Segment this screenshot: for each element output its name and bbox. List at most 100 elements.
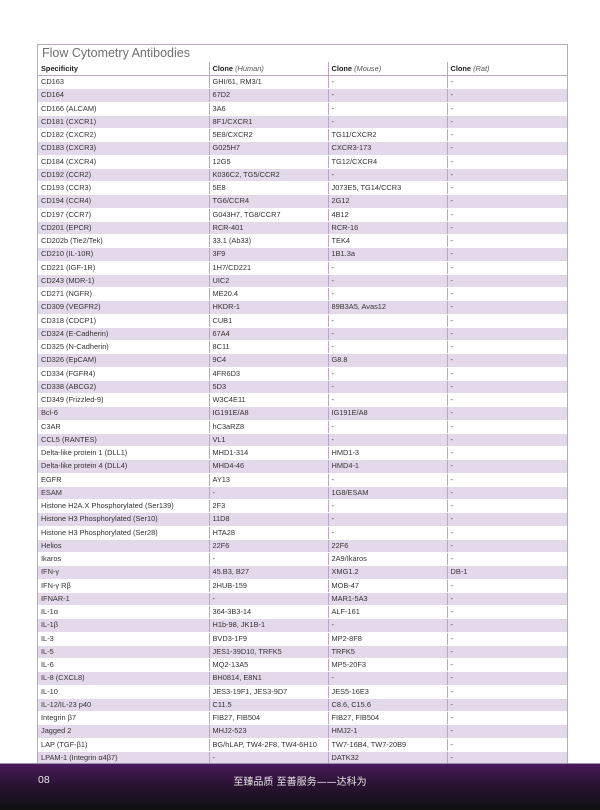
- cell-clone-mouse: ALF-161: [327, 605, 447, 620]
- cell-clone-human: AY13: [208, 473, 328, 487]
- cell-clone-mouse: -: [327, 287, 447, 302]
- cell-clone-human: 67D2: [208, 88, 328, 103]
- cell-clone-mouse: 2G12: [327, 194, 447, 209]
- cell-clone-human: 2F3: [208, 499, 328, 514]
- header-label: Clone: [331, 64, 353, 73]
- cell-clone-human: BG/hLAP, TW4-2F8, TW4-6H10: [208, 738, 328, 752]
- cell-clone-human: RCR-401: [208, 221, 328, 236]
- cell-clone-rat: -: [446, 618, 567, 633]
- cell-clone-human: MQ2-13A5: [208, 658, 328, 673]
- cell-clone-rat: -: [446, 658, 567, 673]
- table-row: Histone H3 Phosphorylated (Ser10) 11D8- -: [38, 512, 567, 527]
- cell-clone-rat: -: [446, 446, 567, 461]
- cell-specificity: IFNAR-1: [38, 592, 209, 607]
- cell-clone-rat: -: [446, 327, 567, 342]
- cell-specificity: CD192 (CCR2): [38, 168, 209, 183]
- table-row: CD181 (CXCR1) 8F1/CXCR1- -: [38, 115, 567, 130]
- cell-specificity: CCL5 (RANTES): [38, 433, 209, 448]
- cell-clone-rat: -: [446, 274, 567, 289]
- header-specificity: Specificity: [38, 62, 209, 76]
- table-row: CD326 (EpCAM) 9C4 G8.8-: [38, 353, 567, 368]
- cell-clone-rat: -: [446, 75, 567, 90]
- header-clone-rat: Clone (Rat): [446, 62, 567, 76]
- cell-clone-human: ME20.4: [208, 287, 328, 302]
- cell-clone-rat: -: [446, 300, 567, 315]
- table-row: CD192 (CCR2) K036C2, TG5/CCR2- -: [38, 168, 567, 183]
- cell-specificity: CD181 (CXCR1): [38, 115, 209, 130]
- cell-clone-human: JES1-39D10, TRFK5: [208, 645, 328, 660]
- cell-clone-rat: -: [446, 698, 567, 713]
- header-species: (Human): [235, 64, 264, 73]
- cell-clone-human: 5E8/CXCR2: [208, 128, 328, 143]
- cell-specificity: IL-8 (CXCL8): [38, 671, 209, 686]
- cell-clone-human: BH0814, E8N1: [208, 671, 328, 686]
- cell-clone-mouse: -: [327, 433, 447, 448]
- cell-clone-rat: -: [446, 605, 567, 620]
- cell-clone-rat: -: [446, 632, 567, 646]
- cell-clone-mouse: FIB27, FIB504: [327, 711, 447, 726]
- cell-specificity: Helios: [38, 539, 209, 554]
- header-clone-human: Clone (Human): [208, 62, 328, 76]
- table-row: Bcl-6 IG191E/A8 IG191E/A8-: [38, 406, 567, 421]
- cell-specificity: CD221 (IGF-1R): [38, 261, 209, 275]
- cell-clone-human: VL1: [208, 433, 328, 448]
- cell-clone-mouse: 22F6: [327, 539, 447, 554]
- cell-specificity: CD202b (Tie2/Tek): [38, 234, 209, 249]
- table-row: CD318 (CDCP1) CUB1- -: [38, 314, 567, 328]
- cell-clone-human: 4FR6D3: [208, 367, 328, 381]
- cell-clone-mouse: -: [327, 512, 447, 527]
- antibody-table-panel: Flow Cytometry Antibodies Specificity Cl…: [37, 44, 568, 766]
- cell-clone-human: 8C11: [208, 340, 328, 355]
- cell-clone-rat: -: [446, 671, 567, 686]
- header-clone-mouse: Clone (Mouse): [327, 62, 447, 76]
- cell-specificity: IFN-γ Rβ: [38, 579, 209, 593]
- cell-clone-mouse: -: [327, 671, 447, 686]
- cell-clone-mouse: -: [327, 380, 447, 395]
- table-row: EGFR AY13- -: [38, 473, 567, 487]
- cell-clone-human: 11D8: [208, 512, 328, 527]
- table-row: IFN-γ Rβ 2HUB-159 MOB-47-: [38, 579, 567, 593]
- cell-specificity: CD324 (E-Cadherin): [38, 327, 209, 342]
- cell-clone-human: 5D3: [208, 380, 328, 395]
- table-row: Delta-like protein 4 (DLL4) MHD4-46 HMD4-1…: [38, 459, 567, 474]
- cell-clone-human: -: [208, 592, 328, 607]
- cell-specificity: CD338 (ABCG2): [38, 380, 209, 395]
- header-label: Specificity: [41, 64, 78, 73]
- cell-clone-rat: -: [446, 738, 567, 752]
- table-row: IL-10 JES3-19F1, JES3-9D7 JES5-16E3-: [38, 685, 567, 699]
- cell-clone-human: MHJ2-523: [208, 724, 328, 739]
- table-row: CD193 (CCR3) 5E8 J073E5, TG14/CCR3-: [38, 181, 567, 196]
- table-row: IFNAR-1- MAR1-5A3-: [38, 592, 567, 607]
- antibody-table: Specificity Clone (Human) Clone (Mouse) …: [38, 62, 567, 766]
- cell-clone-mouse: -: [327, 274, 447, 289]
- cell-specificity: Integrin β7: [38, 711, 209, 726]
- cell-clone-rat: -: [446, 393, 567, 408]
- table-row: IL-3 BVD3-1F9 MP2-8F8-: [38, 632, 567, 646]
- cell-specificity: Delta-like protein 1 (DLL1): [38, 446, 209, 461]
- cell-clone-rat: -: [446, 287, 567, 302]
- table-row: IFN-γ 45.B3, B27 XMG1.2 DB-1: [38, 565, 567, 580]
- table-row: CD243 (MDR-1) UIC2- -: [38, 274, 567, 289]
- cell-clone-mouse: HMD1-3: [327, 446, 447, 461]
- cell-specificity: CD201 (EPCR): [38, 221, 209, 236]
- table-row: IL-8 (CXCL8) BH0814, E8N1- -: [38, 671, 567, 686]
- table-row: LPAM-1 (Integrin α4β7) - DATK32-: [38, 751, 567, 766]
- cell-specificity: C3AR: [38, 420, 209, 434]
- cell-specificity: Histone H3 Phosphorylated (Ser10): [38, 512, 209, 527]
- cell-clone-mouse: G8.8: [327, 353, 447, 368]
- cell-clone-rat: -: [446, 380, 567, 395]
- cell-clone-mouse: MP5-20F3: [327, 658, 447, 673]
- table-row: CD183 (CXCR3) G025H7 CXCR3-173-: [38, 141, 567, 156]
- cell-clone-mouse: -: [327, 499, 447, 514]
- cell-clone-rat: -: [446, 539, 567, 554]
- cell-clone-human: 8F1/CXCR1: [208, 115, 328, 130]
- cell-clone-human: 3A6: [208, 102, 328, 116]
- cell-clone-rat: -: [446, 420, 567, 434]
- cell-specificity: CD349 (Frizzled-9): [38, 393, 209, 408]
- cell-clone-human: C11.5: [208, 698, 328, 713]
- cell-clone-rat: -: [446, 406, 567, 421]
- table-row: CD194 (CCR4) TG6/CCR4 2G12-: [38, 194, 567, 209]
- cell-clone-mouse: CXCR3-173: [327, 141, 447, 156]
- cell-clone-mouse: TW7-16B4, TW7-20B9: [327, 738, 447, 752]
- table-row: IL-1α 364-3B3-14 ALF-161-: [38, 605, 567, 620]
